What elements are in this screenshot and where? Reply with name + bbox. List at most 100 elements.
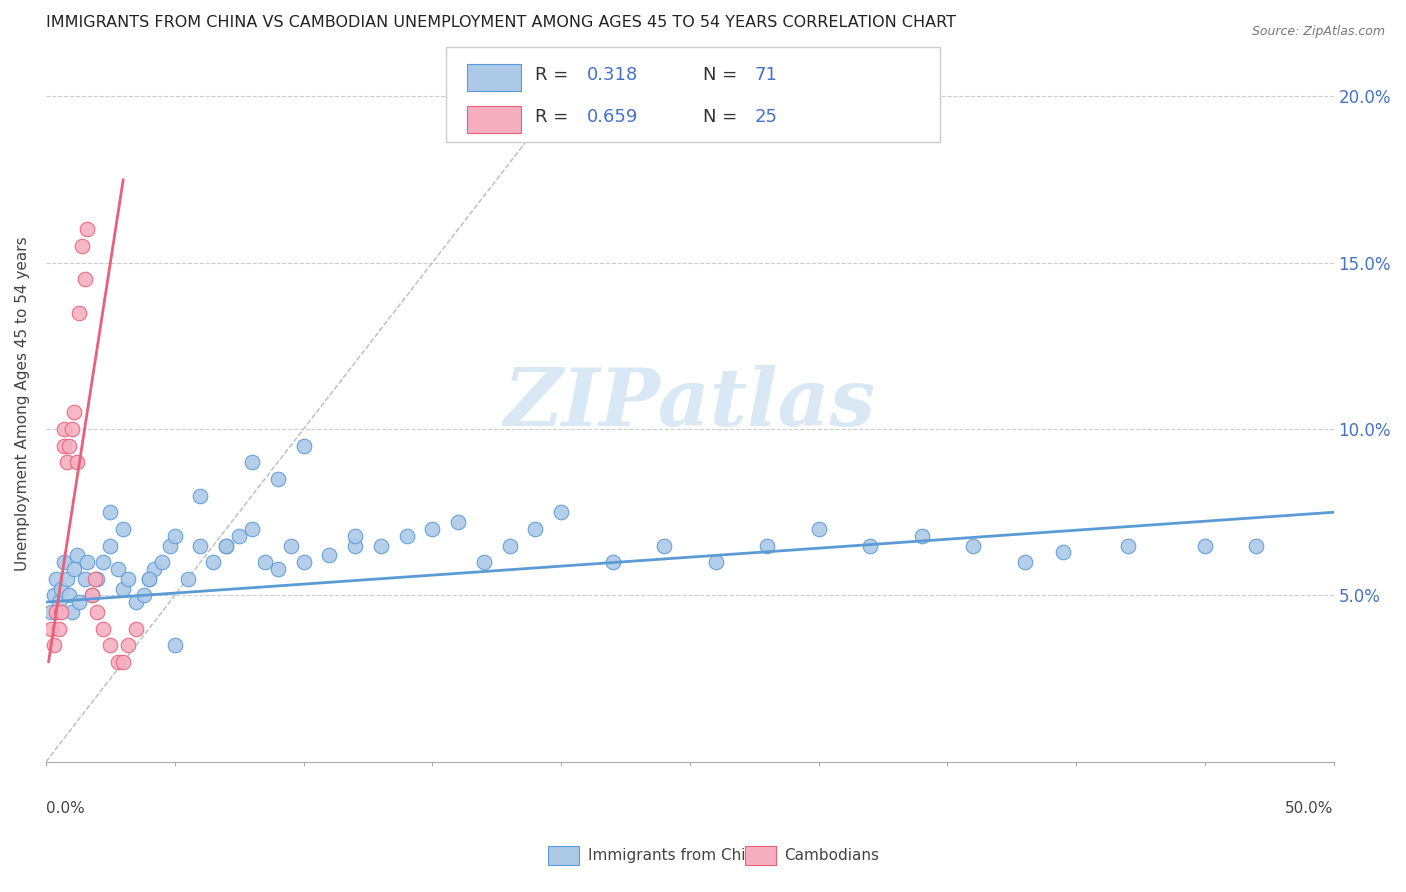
Point <box>370 539 392 553</box>
Point <box>138 572 160 586</box>
Point <box>70 239 93 253</box>
Point <box>910 528 932 542</box>
Point <box>98 505 121 519</box>
Text: Cambodians: Cambodians <box>785 848 880 863</box>
Point <box>318 549 340 563</box>
Point <box>82 589 104 603</box>
Point <box>1052 545 1074 559</box>
Point <box>69 305 91 319</box>
Text: N =: N = <box>703 66 742 84</box>
Point <box>176 572 198 586</box>
Point <box>63 405 86 419</box>
Point <box>112 522 135 536</box>
Text: R =: R = <box>536 66 574 84</box>
Point <box>159 539 181 553</box>
Text: 0.318: 0.318 <box>586 66 638 84</box>
Point <box>420 522 443 536</box>
Point <box>240 455 263 469</box>
Point <box>163 528 186 542</box>
Text: R =: R = <box>536 108 574 126</box>
Point <box>55 572 77 586</box>
Point <box>280 539 302 553</box>
Point <box>190 489 212 503</box>
Point <box>267 562 290 576</box>
Point <box>53 555 76 569</box>
Text: 0.659: 0.659 <box>586 108 638 126</box>
Point <box>83 572 105 586</box>
Point <box>859 539 882 553</box>
Point <box>45 605 67 619</box>
Point <box>1116 539 1139 553</box>
Point <box>51 605 73 619</box>
Point <box>66 455 89 469</box>
Point <box>73 272 96 286</box>
Point <box>132 589 155 603</box>
Point <box>962 539 984 553</box>
Point <box>48 622 70 636</box>
Point <box>58 589 80 603</box>
Point <box>138 572 160 586</box>
Point <box>602 555 624 569</box>
Point <box>524 522 547 536</box>
Point <box>39 605 62 619</box>
Point <box>58 439 80 453</box>
Point <box>53 422 76 436</box>
Point <box>42 589 65 603</box>
Point <box>190 539 212 553</box>
Point <box>215 539 238 553</box>
Point <box>107 562 129 576</box>
Point <box>117 638 139 652</box>
Point <box>63 562 86 576</box>
Point <box>807 522 830 536</box>
Point <box>550 505 572 519</box>
Text: ZIPatlas: ZIPatlas <box>503 366 876 442</box>
Point <box>150 555 173 569</box>
Point <box>107 655 129 669</box>
FancyBboxPatch shape <box>467 105 522 133</box>
Point <box>292 439 315 453</box>
Point <box>292 555 315 569</box>
Point <box>98 638 121 652</box>
Point <box>66 549 89 563</box>
Point <box>125 595 148 609</box>
FancyBboxPatch shape <box>447 47 939 143</box>
FancyBboxPatch shape <box>467 63 522 91</box>
Text: 50.0%: 50.0% <box>1285 801 1334 816</box>
Point <box>652 539 675 553</box>
Point <box>86 572 108 586</box>
Point <box>1194 539 1216 553</box>
Text: 0.0%: 0.0% <box>46 801 84 816</box>
Point <box>82 589 104 603</box>
Point <box>86 605 108 619</box>
Point <box>76 222 98 236</box>
Y-axis label: Unemployment Among Ages 45 to 54 years: Unemployment Among Ages 45 to 54 years <box>15 236 30 572</box>
Text: 71: 71 <box>754 66 778 84</box>
Point <box>704 555 727 569</box>
Point <box>143 562 166 576</box>
Point <box>60 605 83 619</box>
Point <box>69 595 91 609</box>
Point <box>202 555 225 569</box>
Text: Immigrants from China: Immigrants from China <box>588 848 765 863</box>
Point <box>98 539 121 553</box>
Point <box>112 582 135 596</box>
Point <box>215 539 238 553</box>
Point <box>472 555 495 569</box>
Point <box>53 439 76 453</box>
Point <box>228 528 250 542</box>
Point <box>51 582 73 596</box>
Text: 25: 25 <box>754 108 778 126</box>
Point <box>112 655 135 669</box>
Text: IMMIGRANTS FROM CHINA VS CAMBODIAN UNEMPLOYMENT AMONG AGES 45 TO 54 YEARS CORREL: IMMIGRANTS FROM CHINA VS CAMBODIAN UNEMP… <box>46 15 956 30</box>
Point <box>447 515 470 529</box>
Point <box>91 555 114 569</box>
Point <box>343 539 366 553</box>
Point <box>498 539 520 553</box>
Point <box>73 572 96 586</box>
Point <box>163 638 186 652</box>
Point <box>395 528 418 542</box>
Text: N =: N = <box>703 108 742 126</box>
Point <box>1246 539 1268 553</box>
Point <box>42 638 65 652</box>
Point <box>267 472 290 486</box>
